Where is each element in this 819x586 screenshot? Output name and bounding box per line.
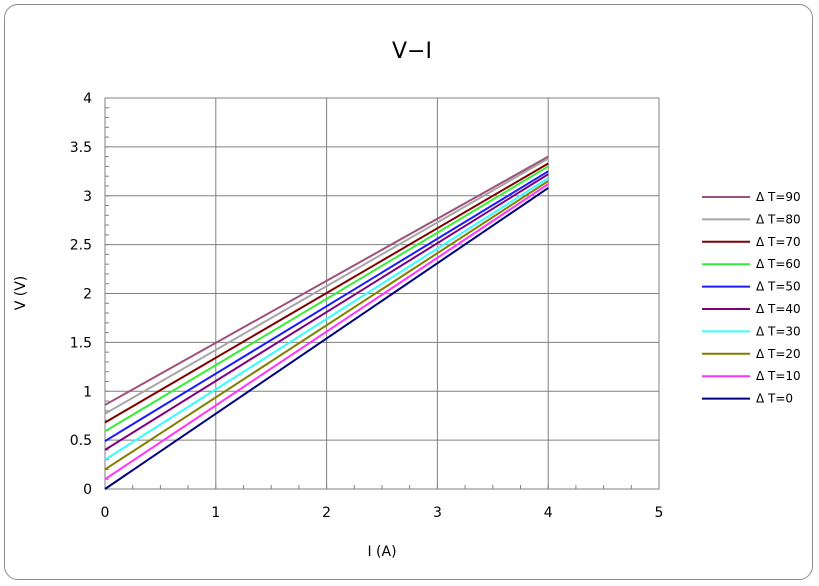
series-line	[104, 162, 549, 424]
y-axis-title: V (V)	[13, 276, 29, 311]
chart-frame	[4, 4, 813, 580]
x-tick-label: 2	[322, 505, 331, 521]
legend-label: Δ T=30	[756, 324, 801, 338]
grid-lines	[104, 97, 660, 490]
series-line	[104, 165, 549, 433]
legend: Δ T=90 Δ T=80 Δ T=70 Δ T=60 Δ T=50 Δ T=40 Δ T=…	[702, 190, 801, 406]
chart-title: V−I	[392, 39, 432, 64]
series-line	[104, 177, 549, 461]
y-tick-label: 4	[83, 91, 92, 107]
legend-label: Δ T=40	[756, 302, 801, 316]
y-tick-label: 3	[83, 189, 92, 205]
legend-label: Δ T=80	[756, 212, 801, 226]
series-line	[104, 183, 549, 481]
x-tick-label: 4	[544, 505, 553, 521]
y-tick-label: 0.5	[70, 433, 92, 449]
series-line	[104, 170, 549, 442]
legend-label: Δ T=20	[756, 347, 801, 361]
x-tick-label: 5	[655, 505, 664, 521]
x-tick-label: 0	[101, 505, 110, 521]
x-tick-label: 3	[433, 505, 442, 521]
legend-label: Δ T=50	[756, 280, 801, 294]
y-tick-labels: 0 0.5 1 1.5 2 2.5 3 3.5 4	[70, 91, 92, 498]
y-tick-label: 2	[83, 287, 92, 303]
legend-label: Δ T=90	[756, 190, 801, 204]
y-tick-label: 2.5	[70, 238, 92, 254]
y-tick-label: 3.5	[70, 140, 92, 156]
x-axis-title: I (A)	[367, 544, 396, 560]
series-lines	[104, 155, 549, 490]
y-tick-label: 1.5	[70, 335, 92, 351]
legend-label: Δ T=70	[756, 235, 801, 249]
y-tick-label: 1	[83, 384, 92, 400]
y-tick-label: 0	[83, 482, 92, 498]
series-line	[104, 180, 549, 471]
series-line	[104, 187, 549, 490]
x-tick-labels: 0 1 2 3 4 5	[101, 505, 664, 521]
legend-label: Δ T=10	[756, 369, 801, 383]
legend-label: Δ T=0	[756, 392, 793, 406]
x-tick-label: 1	[211, 505, 220, 521]
series-line	[104, 157, 549, 415]
series-line	[104, 173, 549, 451]
series-line	[104, 155, 549, 406]
legend-label: Δ T=60	[756, 257, 801, 271]
